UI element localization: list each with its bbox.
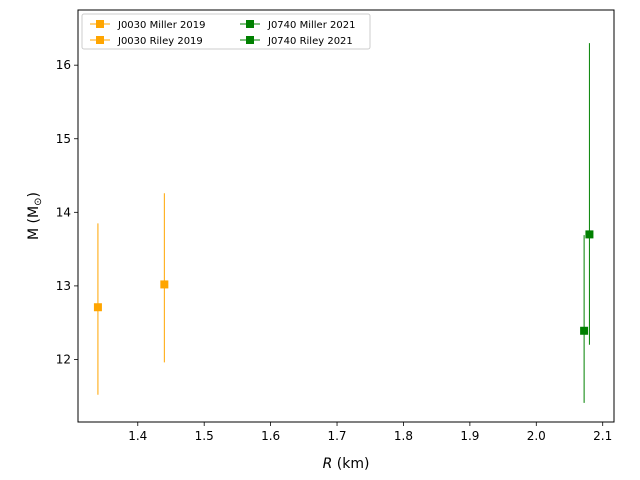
x-tick-label: 1.5	[195, 429, 214, 443]
x-axis-label-unit: (km)	[332, 456, 369, 472]
series-0	[93, 223, 102, 395]
x-tick-label: 1.9	[460, 429, 479, 443]
y-tick-label: 12	[56, 352, 71, 366]
y-tick-label: 16	[56, 58, 71, 72]
legend-marker	[96, 20, 104, 28]
y-tick-label: 13	[56, 279, 71, 293]
legend-label: J0030 Riley 2019	[117, 36, 203, 47]
x-tick-label: 1.7	[327, 429, 346, 443]
x-tick-label: 2.0	[527, 429, 546, 443]
axes-frame	[77, 9, 615, 423]
x-axis-label-variable: R	[323, 456, 333, 472]
legend-box	[81, 13, 371, 50]
legend-label: J0740 Miller 2021	[267, 20, 355, 31]
legend: J0030 Miller 2019 J0030 Riley 2019 J0740 M…	[81, 13, 371, 50]
data-point	[93, 303, 102, 312]
data-point	[160, 280, 169, 289]
legend-label: J0740 Riley 2021	[267, 36, 353, 47]
legend-item-0: J0030 Miller 2019	[90, 20, 205, 31]
legend-marker	[96, 36, 104, 44]
legend-marker	[246, 36, 254, 44]
y-axis-label-main: M (M	[26, 206, 42, 240]
legend-marker	[246, 20, 254, 28]
series-2	[580, 235, 589, 403]
legend-item-1: J0030 Riley 2019	[90, 36, 203, 47]
y-axis-label-close: )	[26, 192, 42, 197]
series-3	[585, 43, 594, 345]
legend-label: J0030 Miller 2019	[117, 20, 205, 31]
plot-area	[93, 43, 594, 403]
data-point	[585, 230, 594, 239]
legend-item-2: J0740 Miller 2021	[240, 20, 355, 31]
x-tick-label: 1.8	[394, 429, 413, 443]
series-1	[160, 193, 169, 363]
x-tick-label: 1.4	[128, 429, 147, 443]
y-tick-label: 14	[56, 205, 71, 219]
axis-ticks: 1.4 1.5 1.6 1.7 1.8 1.9 2.0 2.1 12 13 14 15 16	[56, 58, 613, 443]
y-axis-label-subscript: ⊙	[33, 198, 44, 206]
legend-item-3: J0740 Riley 2021	[240, 36, 353, 47]
x-axis-label: R (km)	[323, 456, 370, 472]
data-point	[580, 326, 589, 335]
x-tick-label: 1.6	[261, 429, 280, 443]
x-tick-label: 2.1	[593, 429, 612, 443]
y-axis-label: M (M⊙)	[26, 192, 44, 240]
y-tick-label: 15	[56, 132, 71, 146]
